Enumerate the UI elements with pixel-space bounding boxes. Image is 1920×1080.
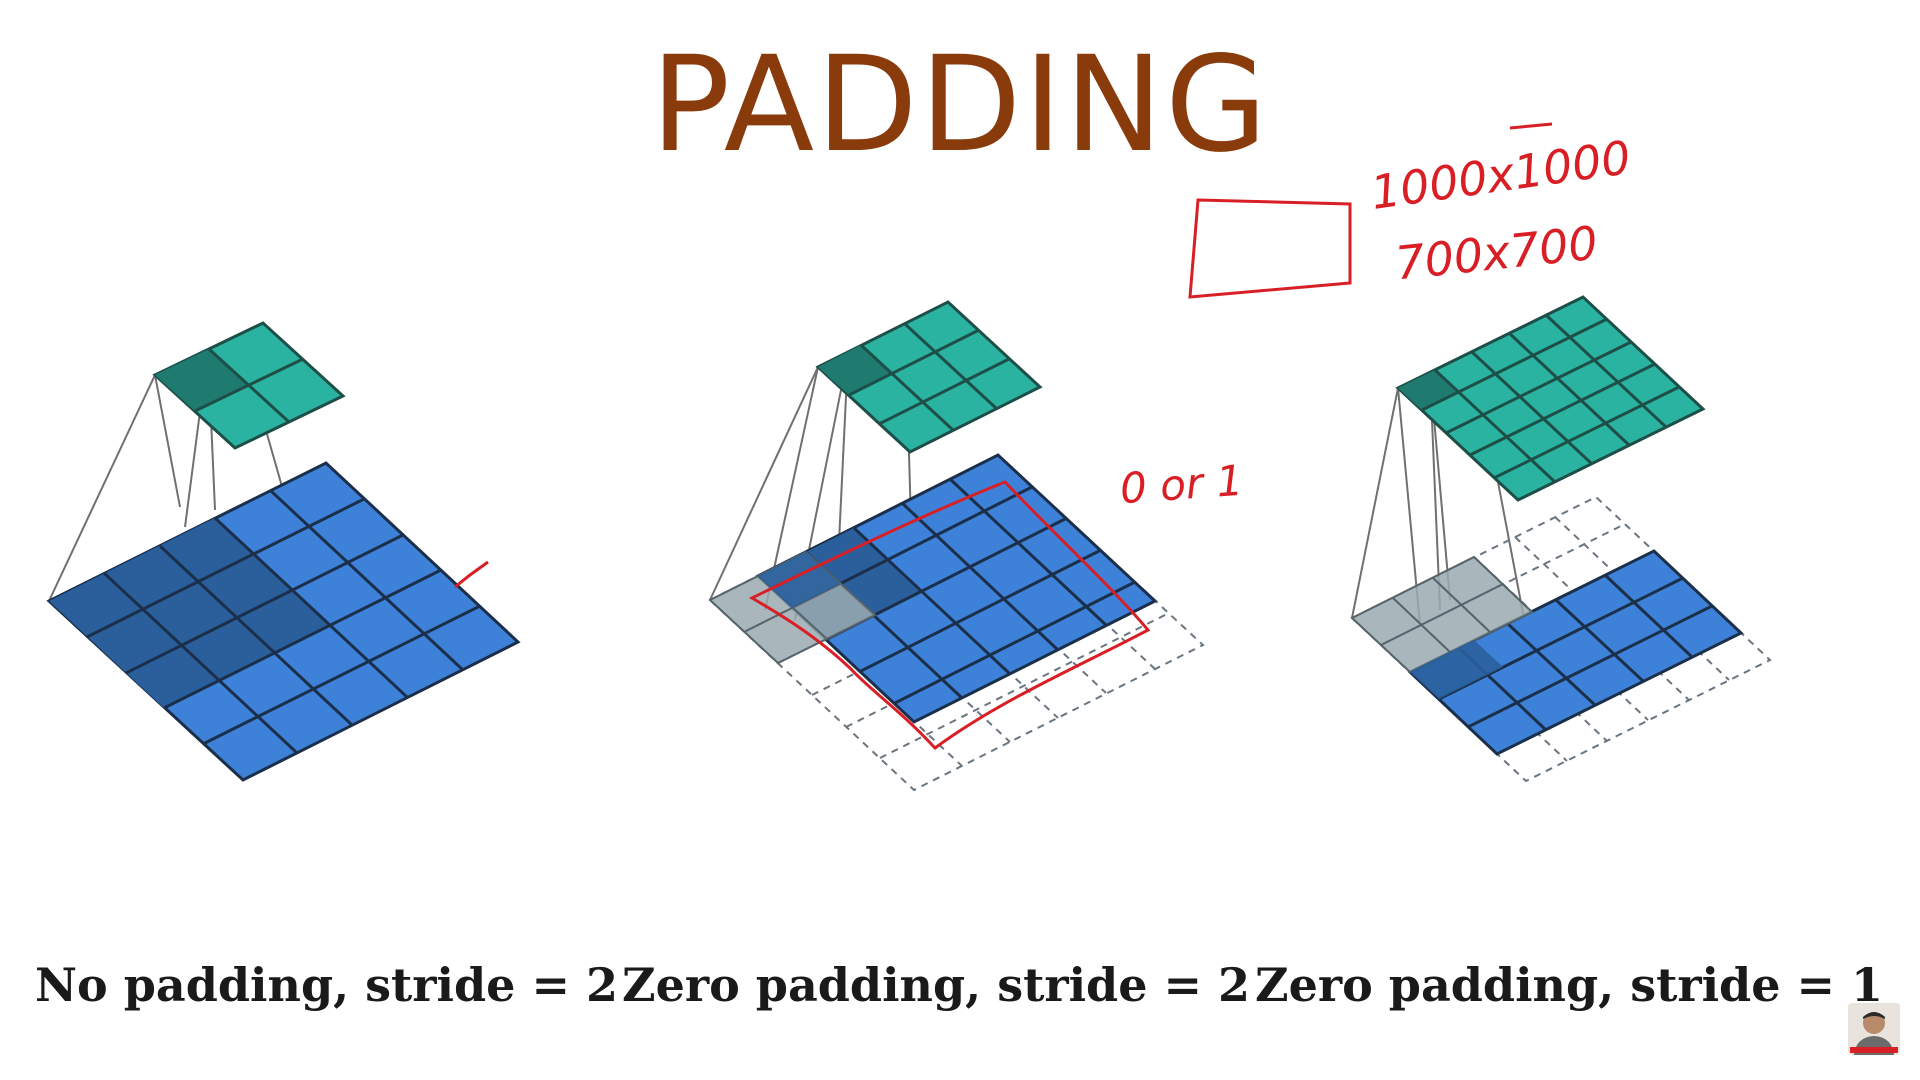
annotation-outline (748, 480, 1151, 751)
caption-no-padding: No padding, stride = 2 (35, 958, 619, 1012)
input-grid-1 (46, 461, 521, 782)
caption-zero-padding-stride-2: Zero padding, stride = 2 (622, 958, 1251, 1012)
avatar-icon (1848, 1003, 1900, 1055)
diagram-zero-padding-stride-1 (1350, 295, 1772, 783)
presenter-avatar (1848, 1003, 1900, 1055)
caption-zero-padding-stride-1: Zero padding, stride = 1 (1255, 958, 1884, 1012)
padding-cells-3 (1350, 555, 1534, 699)
annotation-tick (454, 560, 489, 589)
input-grid-3-real (1407, 549, 1744, 756)
output-grid-1 (152, 321, 346, 450)
output-grid-3 (1395, 295, 1706, 502)
slide-title: PADDING (650, 28, 1270, 182)
annotation-overline (1509, 122, 1553, 130)
output-grid-2 (815, 300, 1043, 454)
annotation-pad-value: 0 or 1 (1118, 455, 1245, 514)
diagram-zero-padding-stride-2 (708, 300, 1205, 792)
diagram-no-padding-stride-2 (46, 321, 521, 782)
annotation-rectangle (1188, 198, 1352, 299)
